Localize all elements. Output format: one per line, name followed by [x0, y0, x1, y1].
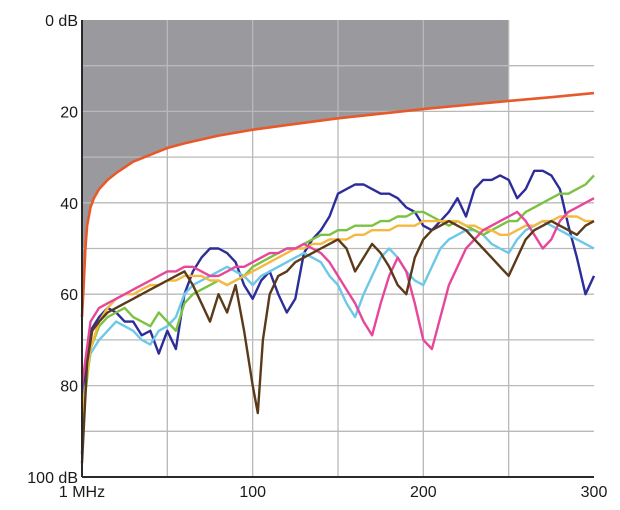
x-tick-label: 1 MHz [59, 484, 105, 501]
y-tick-label: 100 dB [27, 470, 78, 487]
measurement-series-1 [80, 169, 596, 455]
x-tick-labels: 1 MHz 100 200 300 [59, 484, 608, 501]
x-tick-label: 200 [410, 484, 437, 501]
measurement-series-group [80, 169, 596, 464]
y-tick-label: 60 [60, 287, 78, 304]
y-tick-label: 0 dB [45, 13, 78, 30]
measurement-series-5 [80, 197, 595, 386]
limit-line [80, 91, 595, 318]
x-tick-label: 300 [581, 484, 608, 501]
x-tick-label: 100 [239, 484, 266, 501]
measurement-series-6 [80, 219, 595, 464]
y-tick-labels: 0 dB 20 40 60 80 100 dB [27, 13, 78, 487]
y-tick-label: 20 [60, 104, 78, 121]
measurement-series-3 [80, 174, 595, 423]
limit-shaded-region [82, 20, 509, 318]
y-tick-label: 40 [60, 196, 78, 213]
grid-lines [82, 20, 594, 477]
plot-frame [81, 20, 594, 478]
measurement-series-2 [80, 219, 595, 409]
y-tick-label: 80 [60, 379, 78, 396]
